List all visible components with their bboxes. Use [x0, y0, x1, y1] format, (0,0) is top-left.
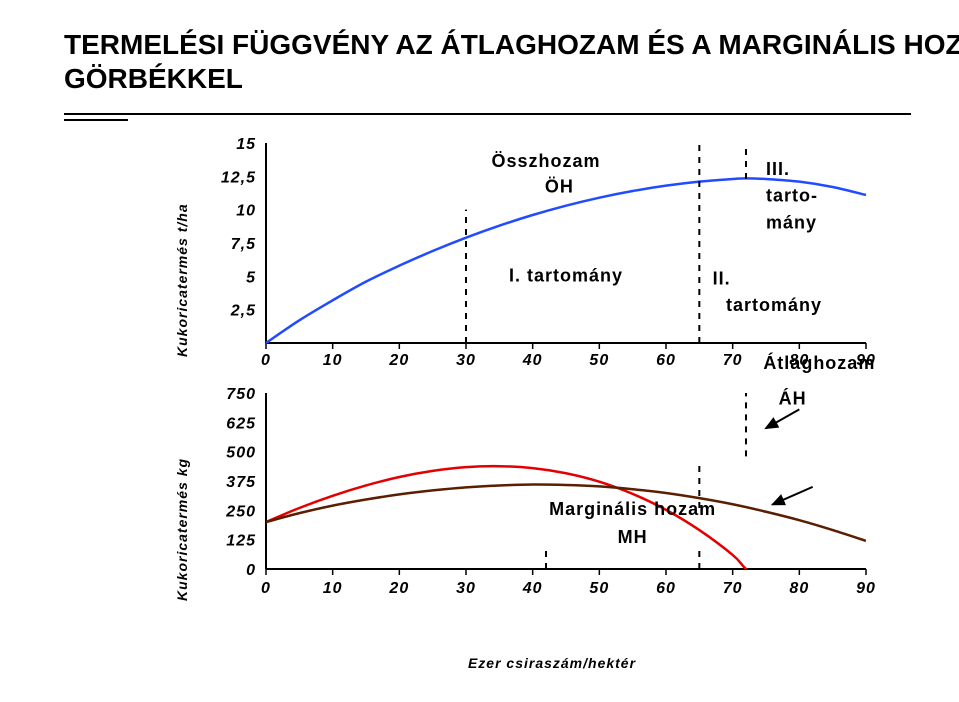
title-block: TERMELÉSI FÜGGVÉNY AZ ÁTLAGHOZAM ÉS A MA… — [64, 28, 911, 123]
page: TERMELÉSI FÜGGVÉNY AZ ÁTLAGHOZAM ÉS A MA… — [0, 0, 959, 702]
svg-text:tartomány: tartomány — [726, 295, 822, 315]
title-line-1: TERMELÉSI FÜGGVÉNY AZ ÁTLAGHOZAM ÉS A MA… — [64, 28, 911, 62]
svg-text:10: 10 — [236, 203, 256, 220]
ylabel-bottom: Kukoricatermés kg — [174, 458, 190, 601]
svg-text:50: 50 — [589, 352, 609, 369]
svg-text:Marginális hozam: Marginális hozam — [549, 499, 716, 519]
svg-text:70: 70 — [723, 580, 743, 597]
svg-text:0: 0 — [246, 562, 256, 579]
svg-text:II.: II. — [713, 269, 731, 289]
svg-text:ÖH: ÖH — [545, 177, 574, 197]
svg-text:375: 375 — [226, 474, 256, 491]
svg-text:5: 5 — [246, 270, 256, 287]
title-line-2: GÖRBÉKKEL — [64, 62, 911, 96]
svg-text:60: 60 — [656, 580, 676, 597]
svg-text:750: 750 — [226, 386, 256, 403]
svg-text:15: 15 — [236, 136, 256, 153]
rule-long — [64, 113, 911, 115]
svg-text:30: 30 — [456, 580, 476, 597]
svg-text:I. tartomány: I. tartomány — [509, 266, 623, 286]
svg-text:70: 70 — [723, 352, 743, 369]
svg-text:0: 0 — [261, 580, 271, 597]
rule-short — [64, 119, 128, 121]
svg-text:40: 40 — [522, 580, 543, 597]
svg-text:7,5: 7,5 — [231, 236, 256, 253]
ylabel-top: Kukoricatermés t/ha — [174, 204, 190, 358]
svg-text:500: 500 — [226, 445, 256, 462]
svg-text:MH: MH — [618, 527, 648, 547]
svg-text:mány: mány — [766, 213, 817, 233]
svg-text:0: 0 — [261, 352, 271, 369]
svg-text:III.: III. — [766, 159, 790, 179]
svg-text:12,5: 12,5 — [221, 170, 256, 187]
svg-text:625: 625 — [226, 416, 256, 433]
title-rule — [64, 113, 911, 123]
svg-text:40: 40 — [522, 352, 543, 369]
svg-text:Összhozam: Összhozam — [491, 151, 600, 171]
svg-text:80: 80 — [789, 580, 809, 597]
xlabel: Ezer csiraszám/hektér — [252, 655, 852, 671]
svg-text:250: 250 — [225, 504, 256, 521]
svg-text:Átlaghozam: Átlaghozam — [763, 352, 875, 373]
svg-text:tarto-: tarto- — [766, 186, 818, 206]
charts-area: Kukoricatermés t/ha Kukoricatermés kg 2,… — [64, 129, 911, 649]
svg-text:50: 50 — [589, 580, 609, 597]
svg-text:2,5: 2,5 — [230, 303, 256, 320]
svg-text:ÁH: ÁH — [779, 388, 807, 409]
svg-text:10: 10 — [323, 580, 343, 597]
charts-svg: 2,5 5 7,5 10 12,5 15 Összhozam ÖH I. tartomány II… — [64, 129, 911, 649]
svg-text:30: 30 — [456, 352, 476, 369]
svg-text:125: 125 — [226, 533, 256, 550]
svg-text:10: 10 — [323, 352, 343, 369]
svg-text:20: 20 — [388, 352, 409, 369]
svg-text:60: 60 — [656, 352, 676, 369]
svg-text:90: 90 — [856, 580, 876, 597]
svg-text:20: 20 — [388, 580, 409, 597]
